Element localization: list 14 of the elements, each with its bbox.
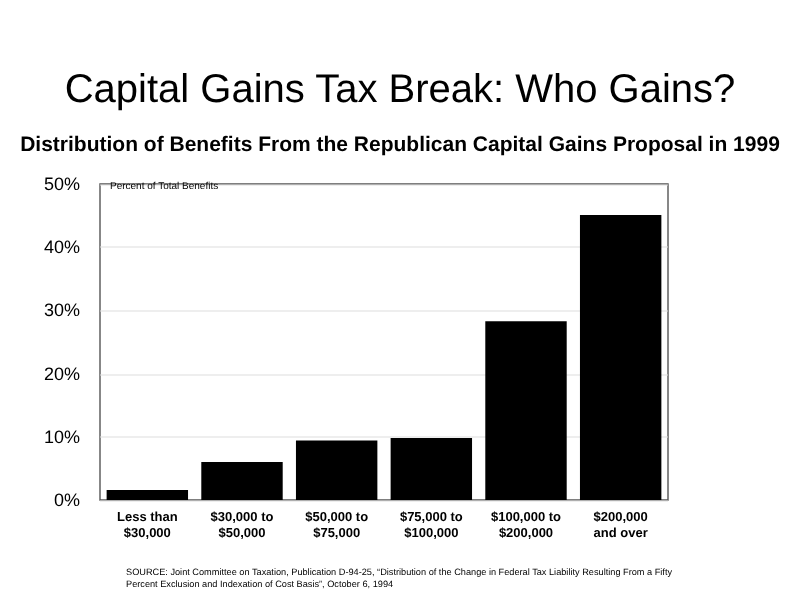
y-tick-label: 10% [43,426,80,447]
bar [106,489,189,500]
y-tick-label: 50% [43,174,80,194]
bar [295,440,378,500]
chart-title: Capital Gains Tax Break: Who Gains? [64,68,736,112]
bar [485,321,567,500]
chart-subtitle: Distribution of Benefits From the Republican Capital Gains Proposal in 1999 [20,133,781,157]
bar [390,438,473,500]
bar [201,462,283,500]
y-tick-label: 40% [43,237,80,258]
y-tick-label: 0% [53,490,80,510]
bar [579,214,662,500]
y-tick-label: 20% [43,363,80,384]
y-tick-label: 30% [43,300,80,321]
